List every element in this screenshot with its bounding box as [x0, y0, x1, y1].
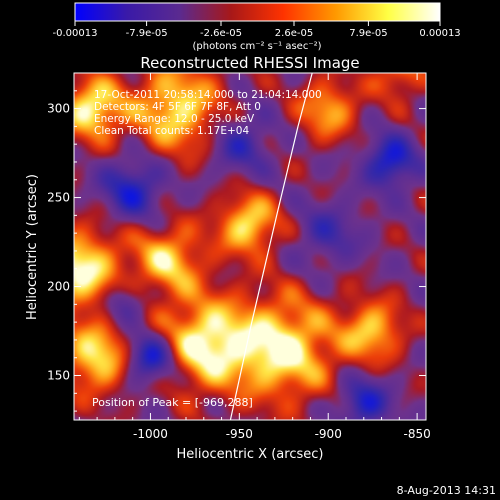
colorbar — [74, 2, 441, 22]
colorbar-tick-label: -0.00013 — [53, 28, 98, 39]
y-tick-label: 150 — [47, 369, 70, 383]
colorbar-tick-label: 2.6e-05 — [275, 28, 313, 39]
info-line: Energy Range: 12.0 - 25.0 keV — [94, 113, 255, 125]
y-tick-label: 200 — [47, 280, 70, 294]
peak-position-label: Position of Peak = [-969,288] — [92, 396, 253, 409]
footer-timestamp: 8-Aug-2013 14:31 — [397, 484, 496, 497]
colorbar-ticks: -0.00013 -7.9e-05 -2.6e-05 2.6e-05 7.9e-05 0.… — [53, 21, 461, 39]
info-line: Detectors: 4F 5F 6F 7F 8F, Att 0 — [94, 101, 261, 113]
heatmap-image — [74, 73, 426, 420]
plot-frame — [73, 72, 427, 421]
x-tick-label: -900 — [315, 427, 342, 441]
x-tick-label: -950 — [226, 427, 253, 441]
colorbar-tick-label: 0.00013 — [419, 28, 460, 39]
y-tick-label: 300 — [47, 102, 70, 116]
colorbar-tick-label: 7.9e-05 — [349, 28, 387, 39]
info-line: 17-Oct-2011 20:58:14.000 to 21:04:14.000 — [94, 89, 322, 101]
x-tick-label: -1000 — [133, 427, 168, 441]
axis-ticks: -1000 -950 -900 -850 150 200 250 300 — [47, 72, 431, 441]
y-tick-label: 250 — [47, 191, 70, 205]
x-tick-label: -850 — [403, 427, 430, 441]
info-text-block: 17-Oct-2011 20:58:14.000 to 21:04:14.000… — [94, 89, 322, 137]
info-line: Clean Total counts: 1.17E+04 — [94, 125, 249, 137]
colorbar-unit-label: (photons cm⁻² s⁻¹ asec⁻²) — [192, 41, 321, 52]
x-axis-label: Heliocentric X (arcsec) — [177, 447, 324, 462]
y-axis-label: Heliocentric Y (arcsec) — [25, 174, 40, 320]
colorbar-tick-label: -7.9e-05 — [126, 28, 168, 39]
solar-limb-line — [229, 73, 313, 420]
colorbar-tick-label: -2.6e-05 — [200, 28, 242, 39]
chart-title: Reconstructed RHESSI Image — [140, 54, 359, 72]
